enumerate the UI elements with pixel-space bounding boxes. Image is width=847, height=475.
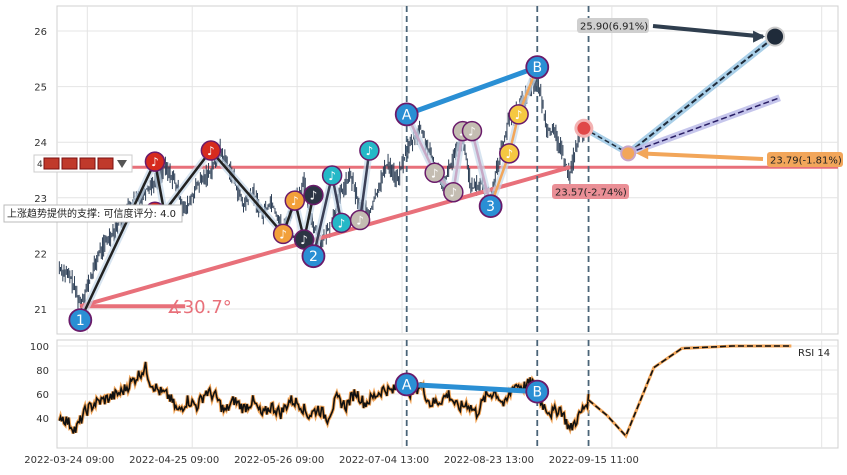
target-label-up: [577, 18, 649, 33]
legend-dropdown-icon: [117, 160, 127, 168]
legend-swatch: [61, 157, 78, 170]
rsi-ab-line: [406, 381, 538, 395]
wave-marker-note: ♪: [300, 233, 308, 247]
angle-label: ∡30.7°: [167, 297, 232, 318]
rsi-y-tick-label: 80: [36, 366, 49, 377]
rsi-y-tick-label: 60: [36, 390, 49, 401]
swing-point-1: [68, 308, 93, 333]
y-tick-label: 23: [34, 194, 47, 205]
wave-marker: [321, 165, 343, 186]
y-tick-label: 26: [34, 27, 47, 38]
wave-marker-note: ♪: [356, 214, 364, 228]
rsi-y-tick-label: 100: [30, 342, 49, 353]
forecast-up-line: [627, 35, 776, 155]
pattern-line: [489, 66, 539, 207]
x-tick-label: 2022-05-26 09:00: [234, 455, 324, 466]
target-arrowhead-down: [636, 147, 649, 160]
pattern-line: [405, 113, 492, 207]
wave-marker-note: ♪: [468, 125, 476, 139]
wave-marker-note: ♪: [431, 166, 439, 180]
wave-marker-note: ♪: [310, 189, 318, 203]
wave-marker: [499, 143, 520, 164]
rsi-point-A: [394, 372, 419, 397]
x-tick-label: 2022-03-24 09:00: [24, 455, 114, 466]
swing-point-3: [478, 194, 503, 219]
forecast-mid-band: [626, 94, 781, 157]
target-arrowhead-up: [753, 30, 766, 43]
legend-swatch: [43, 157, 60, 170]
rsi-point-B: [525, 379, 550, 404]
wave-marker-note: ♪: [279, 227, 287, 241]
swing-point-B: [525, 55, 550, 80]
wave-marker-note: ♪: [505, 147, 513, 161]
legend-swatch: [79, 157, 96, 170]
wave-marker: [272, 223, 294, 245]
swing-point-label: 1: [76, 313, 85, 329]
wave-marker-note: ♪: [207, 144, 215, 158]
wave-marker-note: ♪: [151, 155, 159, 169]
swing-point-label: B: [532, 60, 542, 76]
wave-marker-note: ♪: [515, 108, 523, 122]
rsi-series-label: RSI 14: [798, 348, 830, 359]
swing-point-2: [301, 244, 326, 269]
wave-marker-note: ♪: [291, 194, 299, 208]
wave-marker-note: ♪: [366, 144, 374, 158]
wave-marker-note: ♪: [338, 216, 346, 230]
x-tick-label: 2022-09-15 11:00: [549, 455, 639, 466]
rsi-forecast: [588, 345, 792, 438]
target-label-up-text: 25.90(6.91%): [580, 22, 648, 33]
wave-marker: [461, 120, 483, 142]
swing-point-label: 3: [486, 199, 495, 215]
rsi-point-label: B: [532, 385, 542, 401]
wave-marker: [508, 104, 529, 125]
support-annotation-text: 上涨趋势提供的支撑: 可信度评分: 4.0: [7, 207, 176, 220]
y-tick-label: 22: [34, 249, 47, 260]
wave-marker: [284, 190, 306, 211]
target-arrow-up: [652, 24, 764, 39]
wave-marker: [200, 140, 222, 161]
rsi-y-tick-label: 40: [36, 414, 49, 425]
y-tick-label: 24: [34, 138, 47, 149]
wave-marker: [349, 209, 371, 231]
rsi-point-label: A: [402, 377, 412, 393]
target-label-down-text: 23.79(-1.81%): [770, 156, 842, 167]
target-label-support-text: 23.57(-2.74%): [555, 188, 627, 199]
legend-count: 4: [37, 160, 43, 170]
swing-point-A: [394, 102, 419, 127]
wave-marker: [359, 140, 380, 161]
wave-marker: [443, 181, 464, 203]
target-label-support: [552, 184, 629, 199]
wave-marker: [303, 184, 324, 206]
rsi-series: [58, 361, 590, 434]
x-tick-label: 2022-07-04 13:00: [339, 455, 429, 466]
wave-marker: [424, 162, 445, 184]
swing-point-label: 2: [309, 249, 318, 265]
target-label-down: [767, 152, 843, 167]
legend-swatch: [97, 157, 114, 170]
wave-marker-note: ♪: [328, 169, 336, 183]
x-tick-label: 2022-04-25 09:00: [129, 455, 219, 466]
forecast-start-dot: [574, 118, 594, 138]
ab-trend-line: [405, 64, 539, 117]
support-annotation-box: [3, 204, 183, 223]
y-tick-label: 21: [34, 305, 47, 316]
wave-marker: [144, 151, 166, 172]
forecast-pivot-dot: [620, 145, 637, 162]
y-tick-label: 25: [34, 83, 47, 94]
forecast-target-dot: [765, 26, 786, 47]
target-arrow-down: [640, 151, 764, 161]
wave-marker-note: ♪: [449, 186, 457, 200]
swing-point-label: A: [402, 107, 412, 123]
x-tick-label: 2022-08-23 13:00: [444, 455, 534, 466]
